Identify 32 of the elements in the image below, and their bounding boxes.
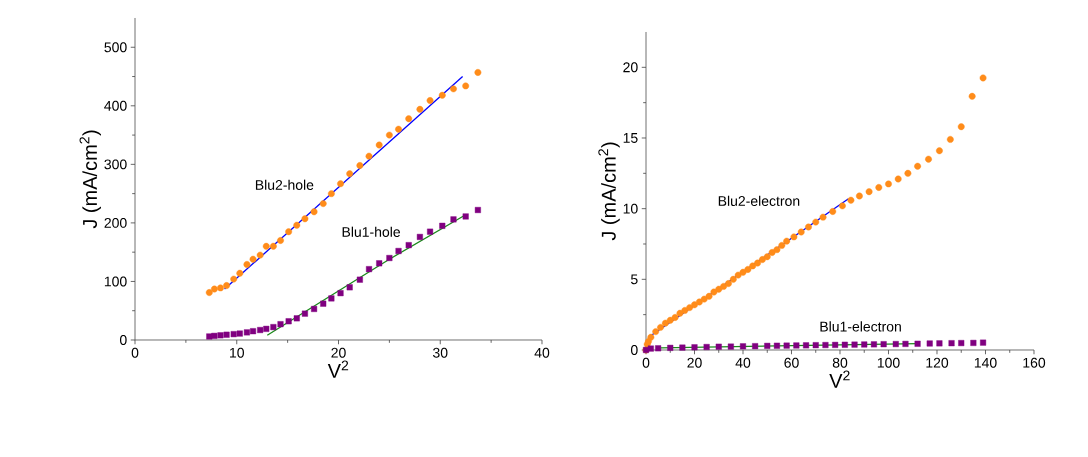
x-tick-label: 60	[784, 357, 799, 368]
y-tick-label: 20	[623, 62, 638, 73]
x-axis-title: V$^{2}$	[829, 370, 850, 388]
y-tick-label: 15	[623, 133, 638, 143]
y-tick-label: 5	[630, 274, 638, 285]
y-tick-label: 200	[104, 217, 127, 228]
x-tick-label: 10	[230, 347, 244, 358]
annotation: Blu1-electron	[820, 321, 901, 332]
x-tick-label: 30	[433, 347, 448, 358]
x-tick-label: 100	[877, 357, 900, 368]
y-tick-label: 300	[104, 159, 127, 170]
x-tick-label: 0	[642, 357, 650, 368]
x-tick-label: 40	[735, 357, 751, 368]
x-tick-label: 140	[974, 357, 997, 368]
x-tick-label: 80	[832, 357, 848, 368]
annotation: Blu1-hole	[342, 226, 401, 237]
y-axis-title: J (mA/cm$^{2}$)	[79, 130, 101, 229]
y-tick-label: 400	[104, 100, 127, 111]
y-tick-label: 100	[104, 276, 127, 287]
x-tick-label: 20	[331, 347, 346, 358]
y-tick-label: 10	[623, 203, 638, 214]
x-tick-label: 40	[534, 347, 550, 358]
annotation: Blu2-electron	[718, 195, 800, 206]
x-tick-label: 160	[1023, 357, 1046, 368]
x-tick-label: 0	[131, 347, 139, 358]
annotation: Blu2-hole	[255, 179, 314, 190]
y-axis-title: J (mA/cm$^{2}$)	[598, 142, 620, 241]
y-tick-label: 0	[119, 335, 127, 345]
x-axis-title: V$^{2}$	[327, 360, 349, 378]
x-tick-label: 20	[687, 357, 702, 368]
y-tick-label: 500	[104, 42, 127, 53]
x-tick-label: 120	[926, 357, 949, 368]
